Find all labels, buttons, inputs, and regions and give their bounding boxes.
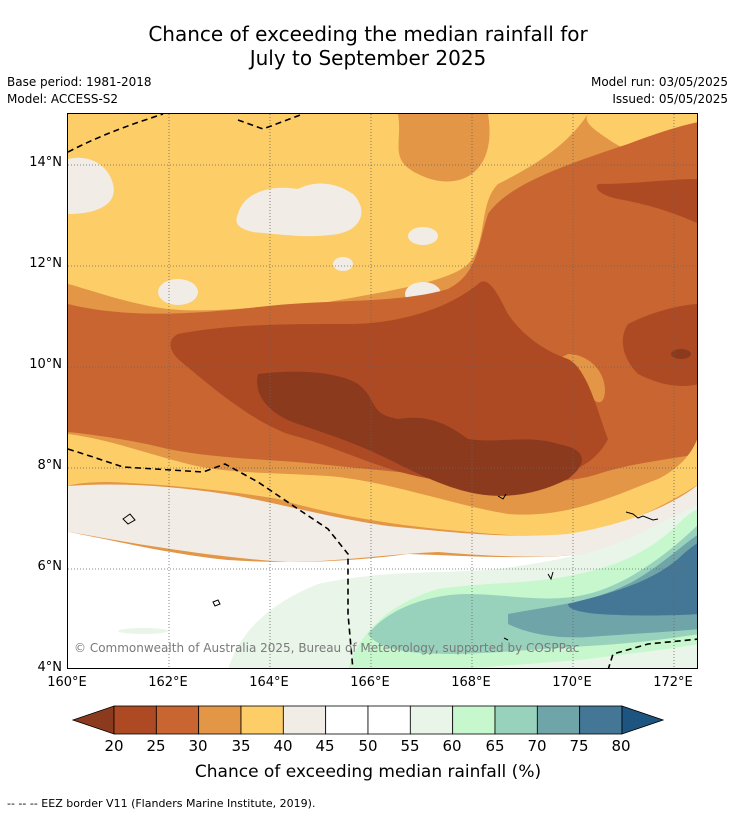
- lat-label-6n: 6°N: [37, 559, 63, 574]
- lat-label-4n: 4°N: [37, 660, 63, 675]
- eez-footnote: -- -- -- EEZ border V11 (Flanders Marine…: [7, 797, 316, 810]
- cbar-tick-30: 30: [188, 737, 208, 755]
- lat-label-10n: 10°N: [29, 357, 62, 372]
- lon-label-166e: 166°E: [350, 675, 390, 690]
- band-40-45-south: [68, 434, 697, 537]
- cbar-tick-50: 50: [358, 737, 378, 755]
- cbar-segment: [198, 705, 242, 735]
- band-25-30: [170, 281, 608, 485]
- cbar-segment: [579, 705, 623, 735]
- cbar-tick-45: 45: [315, 737, 335, 755]
- band-45-50-blob-d: [333, 257, 353, 271]
- title-line-2: July to September 2025: [249, 46, 487, 70]
- band-45-50-south: [68, 484, 697, 562]
- cbar-tick-25: 25: [146, 737, 166, 755]
- cbar-extend-high: [621, 705, 664, 735]
- meta-right: Model run: 03/05/2025 Issued: 05/05/2025: [591, 74, 728, 108]
- lon-label-172e: 172°E: [653, 675, 693, 690]
- cbar-tick-80: 80: [611, 737, 631, 755]
- lat-label-8n: 8°N: [37, 458, 63, 473]
- lon-label-168e: 168°E: [451, 675, 491, 690]
- lon-label-170e: 170°E: [552, 675, 592, 690]
- cbar-tick-20: 20: [104, 737, 124, 755]
- band-25-30-top-right: [596, 179, 697, 224]
- band-75-80: [568, 543, 697, 616]
- gridlines: [68, 114, 697, 668]
- cbar-segment: [452, 705, 496, 735]
- cbar-tick-35: 35: [231, 737, 251, 755]
- model-run: Model run: 03/05/2025: [590, 75, 728, 89]
- copyright-notice: © Commonwealth of Australia 2025, Bureau…: [74, 641, 580, 655]
- title-line-1: Chance of exceeding the median rainfall …: [148, 22, 588, 46]
- band-20-25-blob: [671, 349, 691, 359]
- map-canvas: [68, 114, 697, 668]
- band-45-50-nw: [68, 157, 114, 214]
- colorbar-title: Chance of exceeding median rainfall (%): [194, 762, 542, 782]
- base-period: Base period: 1981-2018: [7, 75, 152, 89]
- colorbar: [72, 705, 664, 735]
- cbar-segment: [240, 705, 284, 735]
- band-45-50-blob-b: [158, 279, 198, 305]
- rainfall-map: [67, 113, 698, 669]
- cbar-tick-75: 75: [569, 737, 589, 755]
- cbar-segment: [536, 705, 581, 735]
- cbar-segment: [282, 705, 327, 735]
- band-45-50-north: [236, 183, 362, 237]
- cbar-tick-60: 60: [442, 737, 462, 755]
- band-45-50-blob-a: [408, 227, 438, 245]
- model-name: Model: ACCESS-S2: [7, 92, 119, 106]
- cbar-segment: [409, 705, 454, 735]
- cbar-extend-low: [72, 705, 115, 735]
- band-55-60-blob: [118, 628, 168, 634]
- cbar-segment: [494, 705, 538, 735]
- map-title: Chance of exceeding the median rainfall …: [0, 22, 736, 70]
- eez-border: [68, 114, 697, 668]
- islands: [122, 493, 659, 641]
- cbar-tick-65: 65: [485, 737, 505, 755]
- band-25-30-ne: [622, 304, 697, 386]
- cbar-segment: [113, 705, 157, 735]
- cbar-tick-40: 40: [273, 737, 293, 755]
- band-20-25: [257, 371, 582, 496]
- cbar-segment: [325, 705, 369, 735]
- lon-label-162e: 162°E: [148, 675, 188, 690]
- lat-label-14n: 14°N: [29, 155, 62, 170]
- lon-label-160e: 160°E: [47, 675, 87, 690]
- cbar-tick-70: 70: [527, 737, 547, 755]
- lat-label-12n: 12°N: [29, 256, 62, 271]
- lon-label-164e: 164°E: [249, 675, 289, 690]
- cbar-segment: [155, 705, 200, 735]
- cbar-segment: [367, 705, 411, 735]
- meta-left: Base period: 1981-2018 Model: ACCESS-S2: [7, 74, 152, 108]
- issued-date: Issued: 05/05/2025: [612, 92, 728, 106]
- cbar-tick-55: 55: [400, 737, 420, 755]
